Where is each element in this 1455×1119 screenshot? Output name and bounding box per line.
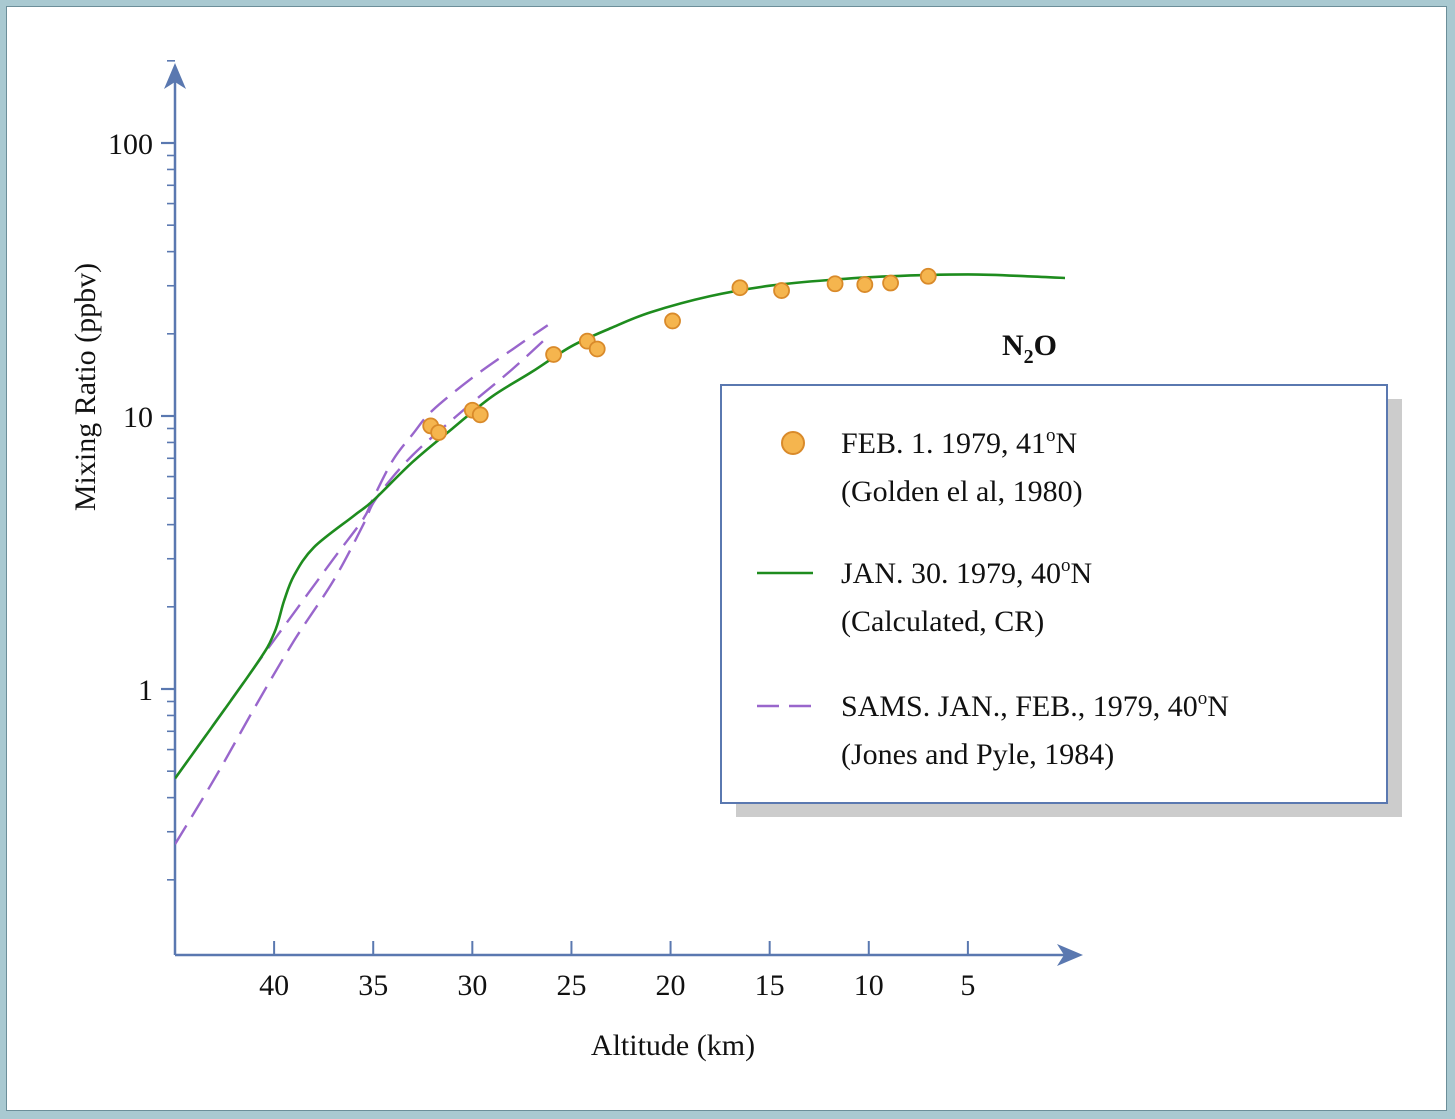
species-label: N2O bbox=[1002, 329, 1057, 368]
legend-observed-n: N bbox=[1056, 427, 1078, 460]
figure-frame: 1 10 100 40 35 30 25 20 15 10 5 Altitude (km) Mix… bbox=[6, 6, 1447, 1111]
x-tick-label: 40 bbox=[259, 969, 289, 1002]
legend: FEB. 1. 1979, 41oN (Golden el al, 1980) … bbox=[720, 384, 1402, 817]
observed-point bbox=[826, 275, 844, 293]
observed-point bbox=[471, 406, 489, 424]
points-layer bbox=[422, 267, 937, 441]
legend-entry-observed: FEB. 1. 1979, 41oN bbox=[841, 425, 1077, 460]
legend-sams-name: SAMS. JAN., FEB., 1979, 40 bbox=[841, 690, 1198, 723]
x-tick-label: 10 bbox=[854, 969, 884, 1002]
legend-entry-sams: SAMS. JAN., FEB., 1979, 40oN bbox=[841, 688, 1229, 723]
y-axis-label: Mixing Ratio (ppbv) bbox=[69, 263, 102, 511]
series-layer bbox=[175, 273, 1065, 845]
x-ticks: 40 35 30 25 20 15 10 5 bbox=[259, 941, 975, 1002]
sams-line-2 bbox=[175, 335, 549, 845]
y-tick-label: 1 bbox=[138, 674, 153, 707]
y-ticks: 1 10 100 bbox=[108, 60, 175, 881]
y-axis-arrow bbox=[164, 63, 186, 89]
x-tick-label: 25 bbox=[556, 969, 586, 1002]
legend-citation-calculated: (Calculated, CR) bbox=[841, 605, 1044, 638]
observed-point bbox=[919, 267, 937, 285]
observed-point bbox=[856, 276, 874, 293]
observed-point bbox=[731, 279, 749, 297]
legend-entry-calculated: JAN. 30. 1979, 40oN bbox=[841, 555, 1092, 590]
species-label-tail: O bbox=[1034, 329, 1057, 362]
legend-sams-n: N bbox=[1207, 690, 1229, 723]
legend-sams-degree: o bbox=[1198, 688, 1208, 709]
legend-calculated-name: JAN. 30. 1979, 40 bbox=[841, 557, 1061, 590]
x-tick-label: 35 bbox=[358, 969, 388, 1002]
x-tick-label: 20 bbox=[656, 969, 686, 1002]
legend-calculated-n: N bbox=[1071, 557, 1093, 590]
observed-point bbox=[773, 282, 790, 299]
x-tick-label: 5 bbox=[960, 969, 975, 1002]
legend-observed-degree: o bbox=[1046, 425, 1056, 446]
calculated-line bbox=[175, 273, 1065, 780]
observed-point bbox=[882, 274, 899, 292]
legend-citation-sams: (Jones and Pyle, 1984) bbox=[841, 738, 1114, 771]
legend-citation-observed: (Golden el al, 1980) bbox=[841, 475, 1083, 508]
y-tick-label: 10 bbox=[123, 401, 153, 434]
chart: 1 10 100 40 35 30 25 20 15 10 5 Altitude (km) Mix… bbox=[69, 60, 1402, 1062]
y-tick-label: 100 bbox=[108, 128, 153, 161]
x-tick-label: 30 bbox=[457, 969, 487, 1002]
x-axis-label: Altitude (km) bbox=[591, 1029, 755, 1062]
axes bbox=[164, 63, 1083, 966]
species-label-sub: 2 bbox=[1024, 346, 1034, 368]
observed-point bbox=[588, 340, 606, 358]
observed-point bbox=[664, 312, 681, 330]
legend-box bbox=[720, 384, 1388, 804]
x-axis-arrow bbox=[1057, 944, 1083, 966]
legend-observed-name: FEB. 1. 1979, 41 bbox=[841, 427, 1046, 460]
legend-calculated-degree: o bbox=[1061, 555, 1071, 576]
observed-point bbox=[545, 346, 563, 363]
species-label-main: N bbox=[1002, 329, 1024, 362]
legend-marker-observed bbox=[781, 431, 805, 455]
sams-line-1 bbox=[175, 324, 549, 780]
observed-point bbox=[430, 424, 448, 441]
x-tick-label: 15 bbox=[755, 969, 785, 1002]
